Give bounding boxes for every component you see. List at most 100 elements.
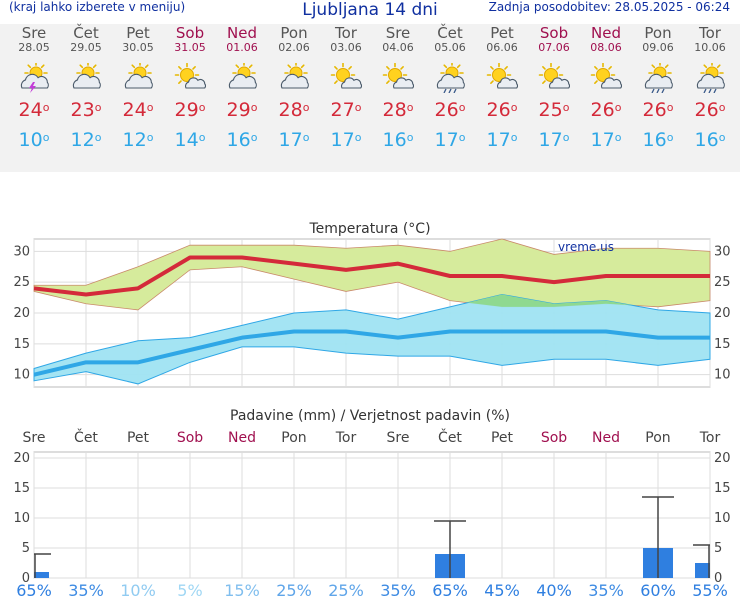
- day-column: Sre 04.06 28o 16o: [372, 24, 424, 152]
- day-column: Ned 01.06 29o 16o: [216, 24, 268, 152]
- precip-probability: 35%: [588, 581, 624, 600]
- day-name: Ned: [227, 24, 257, 42]
- day-name: Pon: [280, 24, 308, 42]
- max-temp: 29o: [226, 99, 258, 121]
- day-column: Pet 06.06 26o 17o: [476, 24, 528, 152]
- day-name: Pet: [126, 24, 150, 42]
- day-date: 31.05: [174, 41, 206, 54]
- sun-cloud-rain-icon: [696, 63, 725, 93]
- min-temp: 17o: [590, 129, 622, 151]
- min-temp: 17o: [278, 129, 310, 151]
- max-temp: 26o: [642, 99, 674, 121]
- precip-probability: 35%: [380, 581, 416, 600]
- x-tick-day: Pet: [127, 430, 150, 446]
- y-tick-right: 20: [714, 451, 731, 466]
- max-temp: 24o: [18, 99, 50, 121]
- min-temp: 16o: [642, 129, 674, 151]
- max-temp: 26o: [434, 99, 466, 121]
- day-column: Pon 02.06 28o 17o: [268, 24, 320, 152]
- precip-probability: 25%: [328, 581, 364, 600]
- day-column: Tor 10.06 26o 16o: [684, 24, 736, 152]
- sun-small-cloud-icon: [330, 63, 362, 89]
- day-column: Ned 08.06 26o 17o: [580, 24, 632, 152]
- day-column: Pet 30.05 24o 12o: [112, 24, 164, 152]
- sun-cloud-thunder-icon: [20, 63, 49, 93]
- min-temp-line: [33, 329, 710, 377]
- menu-hint-link[interactable]: (kraj lahko izberete v meniju): [9, 0, 186, 14]
- y-tick-left: 25: [13, 275, 30, 290]
- day-column: Sob 07.06 25o 17o: [528, 24, 580, 152]
- max-temp: 24o: [122, 99, 154, 121]
- y-tick-left: 30: [13, 244, 30, 259]
- sun-small-cloud-icon: [590, 63, 622, 89]
- min-temp: 17o: [434, 129, 466, 151]
- y-tick-left: 15: [13, 337, 30, 352]
- day-date: 04.06: [382, 41, 414, 54]
- precip-probability: 60%: [640, 581, 676, 600]
- day-date: 28.05: [18, 41, 50, 54]
- day-date: 02.06: [278, 41, 310, 54]
- chart-title: Temperatura (°C): [308, 221, 430, 237]
- max-temp: 28o: [382, 99, 414, 121]
- min-temp: 17o: [538, 129, 570, 151]
- y-tick-left: 0: [22, 571, 30, 586]
- sun-small-cloud-icon: [174, 63, 206, 89]
- day-column: Tor 03.06 27o 17o: [320, 24, 372, 152]
- y-tick-left: 20: [13, 306, 30, 321]
- sun-small-cloud-icon: [538, 63, 570, 89]
- min-temp-range-band: [33, 293, 711, 385]
- max-temp: 26o: [486, 99, 518, 121]
- x-tick-day: Tor: [699, 430, 721, 446]
- min-temp: 16o: [694, 129, 726, 151]
- watermark: vreme.us: [558, 240, 614, 254]
- day-date: 07.06: [538, 41, 570, 54]
- precip-bar: [34, 572, 49, 578]
- min-temp: 12o: [122, 129, 154, 151]
- x-tick-day: Tor: [335, 430, 357, 446]
- precip-probability: 40%: [536, 581, 572, 600]
- day-column: Čet 29.05 23o 12o: [60, 24, 112, 152]
- sun-small-cloud-icon: [382, 63, 414, 89]
- last-updated: Zadnja posodobitev: 28.05.2025 - 06:24: [488, 0, 730, 14]
- day-date: 01.06: [226, 41, 258, 54]
- day-name: Sre: [21, 24, 47, 42]
- x-tick-day: Pon: [645, 430, 670, 446]
- max-temp: 26o: [694, 99, 726, 121]
- x-tick-day: Sob: [541, 430, 567, 446]
- precip-probability: 65%: [432, 581, 468, 600]
- precip-probability: 65%: [16, 581, 52, 600]
- day-name: Tor: [699, 24, 721, 42]
- day-name: Ned: [591, 24, 621, 42]
- x-tick-day: Pon: [281, 430, 306, 446]
- y-tick-left: 5: [22, 541, 30, 556]
- day-date: 06.06: [486, 41, 518, 54]
- x-tick-day: Ned: [592, 430, 620, 446]
- max-temp: 28o: [278, 99, 310, 121]
- x-tick-day: Sre: [23, 430, 46, 446]
- sun-cloud-rain-icon: [436, 63, 465, 93]
- sun-cloud-icon: [72, 63, 101, 89]
- page-title: Ljubljana 14 dni: [302, 0, 438, 20]
- min-temp: 17o: [330, 129, 362, 151]
- x-tick-day: Čet: [74, 428, 98, 446]
- min-temp: 10o: [18, 129, 50, 151]
- x-tick-day: Ned: [228, 430, 256, 446]
- precip-probability: 5%: [177, 581, 202, 600]
- day-column: Pon 09.06 26o 16o: [632, 24, 684, 152]
- precip-probability: 25%: [276, 581, 312, 600]
- x-tick-day: Čet: [438, 428, 462, 446]
- day-date: 30.05: [122, 41, 154, 54]
- max-temp: 26o: [590, 99, 622, 121]
- day-date: 05.06: [434, 41, 466, 54]
- min-temp: 14o: [174, 129, 206, 151]
- min-temp: 16o: [226, 129, 258, 151]
- day-name: Sob: [175, 24, 205, 42]
- day-name: Čet: [437, 24, 463, 42]
- day-name: Čet: [73, 24, 99, 42]
- precip-probability: 15%: [224, 581, 260, 600]
- day-name: Sre: [385, 24, 411, 42]
- day-column: Sre 28.05 24o 10o: [8, 24, 60, 152]
- sun-cloud-icon: [228, 63, 257, 89]
- y-tick-right: 15: [714, 337, 731, 352]
- day-date: 29.05: [70, 41, 102, 54]
